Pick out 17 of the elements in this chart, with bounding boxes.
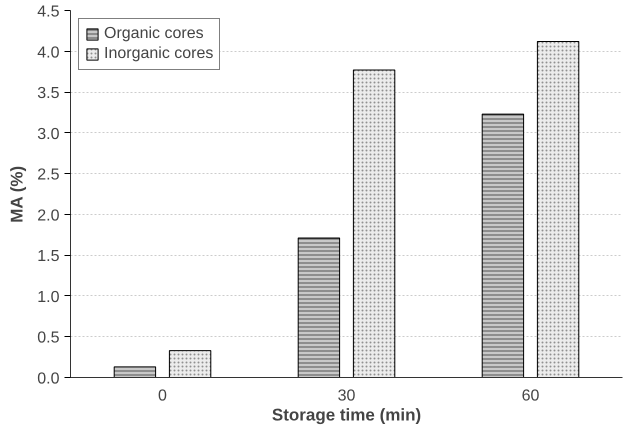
y-tick-label: 2.0 xyxy=(37,207,60,224)
y-tick-label: 0.0 xyxy=(37,370,60,388)
y-tick-label: 1.5 xyxy=(37,248,60,266)
y-tick-label: 3.0 xyxy=(37,126,60,143)
y-tick-label: 2.5 xyxy=(37,166,60,184)
x-tick-label: 60 xyxy=(522,388,540,404)
y-tick-label: 4.0 xyxy=(37,44,60,62)
y-tick-label: 0.5 xyxy=(37,330,60,347)
y-tick-label: 3.5 xyxy=(37,85,60,102)
y-tick-label: 1.0 xyxy=(37,288,60,306)
legend-label: Organic cores xyxy=(104,25,204,43)
x-tick-label: 30 xyxy=(338,388,356,404)
x-axis-title: Storage time (min) xyxy=(272,406,422,424)
x-tick-label: 0 xyxy=(158,388,168,404)
legend-label: Inorganic cores xyxy=(104,45,214,63)
y-tick-label: 4.5 xyxy=(37,4,60,20)
y-axis-title: MA (%) xyxy=(7,166,26,223)
